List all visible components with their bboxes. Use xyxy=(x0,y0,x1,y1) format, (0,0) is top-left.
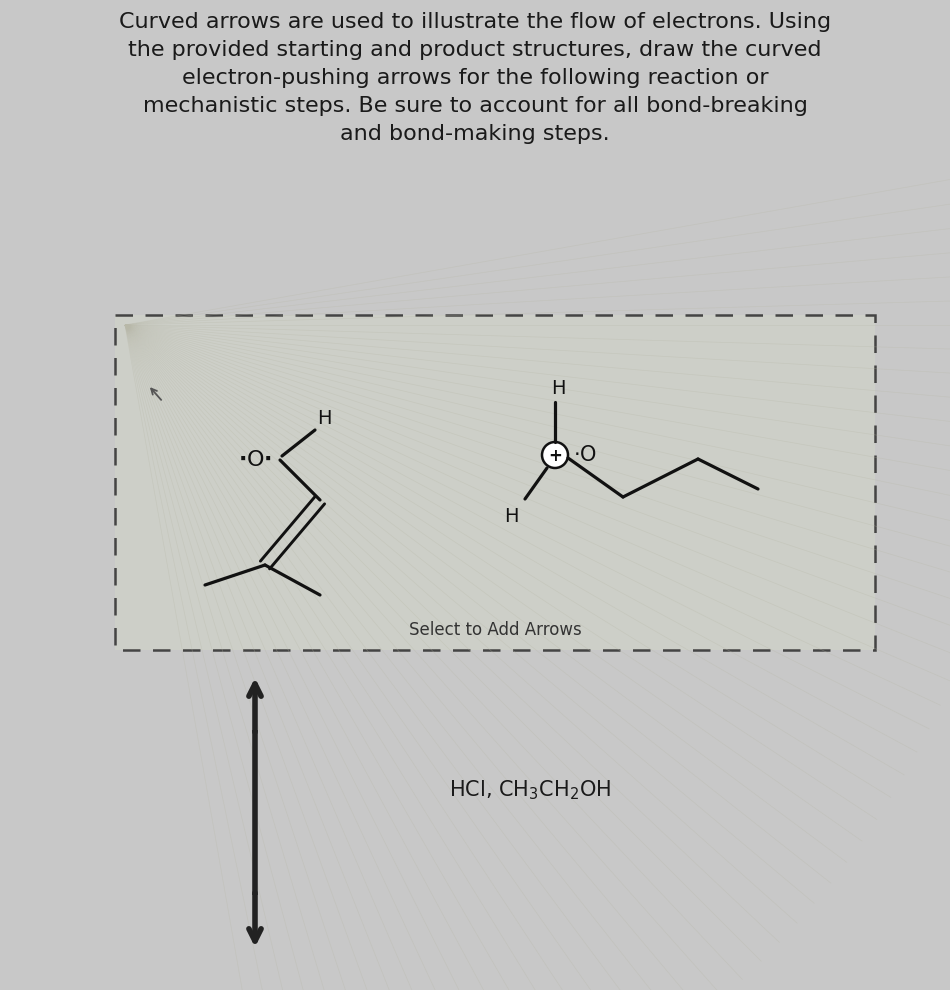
Text: $\cdot$O: $\cdot$O xyxy=(573,445,597,465)
Text: H: H xyxy=(316,410,332,429)
Text: $\mathbf{\cdot}$O$\mathbf{\cdot}$: $\mathbf{\cdot}$O$\mathbf{\cdot}$ xyxy=(238,450,272,470)
Text: +: + xyxy=(548,447,562,465)
Circle shape xyxy=(542,442,568,468)
Text: H: H xyxy=(504,508,519,527)
Text: HCl, CH$_3$CH$_2$OH: HCl, CH$_3$CH$_2$OH xyxy=(449,778,611,802)
Text: H: H xyxy=(551,379,565,399)
Polygon shape xyxy=(115,315,875,650)
Text: Select to Add Arrows: Select to Add Arrows xyxy=(408,621,581,639)
Text: Curved arrows are used to illustrate the flow of electrons. Using
the provided s: Curved arrows are used to illustrate the… xyxy=(119,12,831,144)
